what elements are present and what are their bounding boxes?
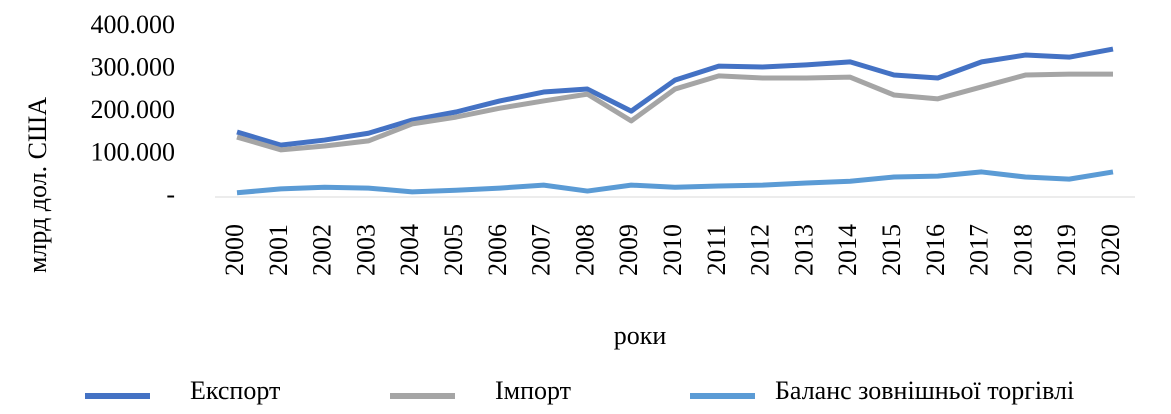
- x-tick-label: 2011: [702, 224, 731, 275]
- legend-label: Експорт: [190, 376, 280, 405]
- x-tick-label: 2003: [351, 224, 380, 276]
- y-tick-label: 300.000: [91, 52, 176, 81]
- y-tick-label: -: [166, 180, 175, 209]
- x-tick-label: 2002: [308, 224, 337, 276]
- series-line: [236, 71, 1113, 153]
- x-tick-label: 2016: [921, 224, 950, 276]
- x-tick-label: 2014: [833, 224, 862, 276]
- x-tick-label: 2006: [483, 224, 512, 276]
- series-line: [236, 169, 1114, 196]
- x-tick-label: 2019: [1052, 224, 1081, 276]
- y-tick-label: 400.000: [91, 10, 176, 39]
- y-axis-label: млрд дол. США: [23, 97, 52, 273]
- x-tick-label: 2004: [395, 224, 424, 276]
- x-tick-label: 2015: [877, 224, 906, 276]
- x-tick-label: 2013: [789, 224, 818, 276]
- x-tick-label: 2018: [1008, 224, 1037, 276]
- x-tick-label: 2012: [746, 224, 775, 276]
- x-tick-label: 2020: [1096, 224, 1125, 276]
- y-tick-label: 100.000: [91, 137, 176, 166]
- y-tick-label: 200.000: [91, 95, 176, 124]
- x-tick-label: 2000: [220, 224, 249, 276]
- x-tick-label: 2008: [570, 224, 599, 276]
- x-tick-label: 2009: [614, 224, 643, 276]
- x-tick-label: 2010: [658, 224, 687, 276]
- series-line: [236, 46, 1114, 148]
- x-tick-label: 2005: [439, 224, 468, 276]
- x-axis-label: роки: [614, 321, 667, 350]
- x-tick-label: 2007: [527, 224, 556, 276]
- legend-label: Імпорт: [495, 376, 571, 405]
- legend-label: Баланс зовнішньої торгівлі: [775, 376, 1074, 405]
- x-tick-label: 2001: [264, 224, 293, 276]
- x-tick-label: 2017: [965, 224, 994, 276]
